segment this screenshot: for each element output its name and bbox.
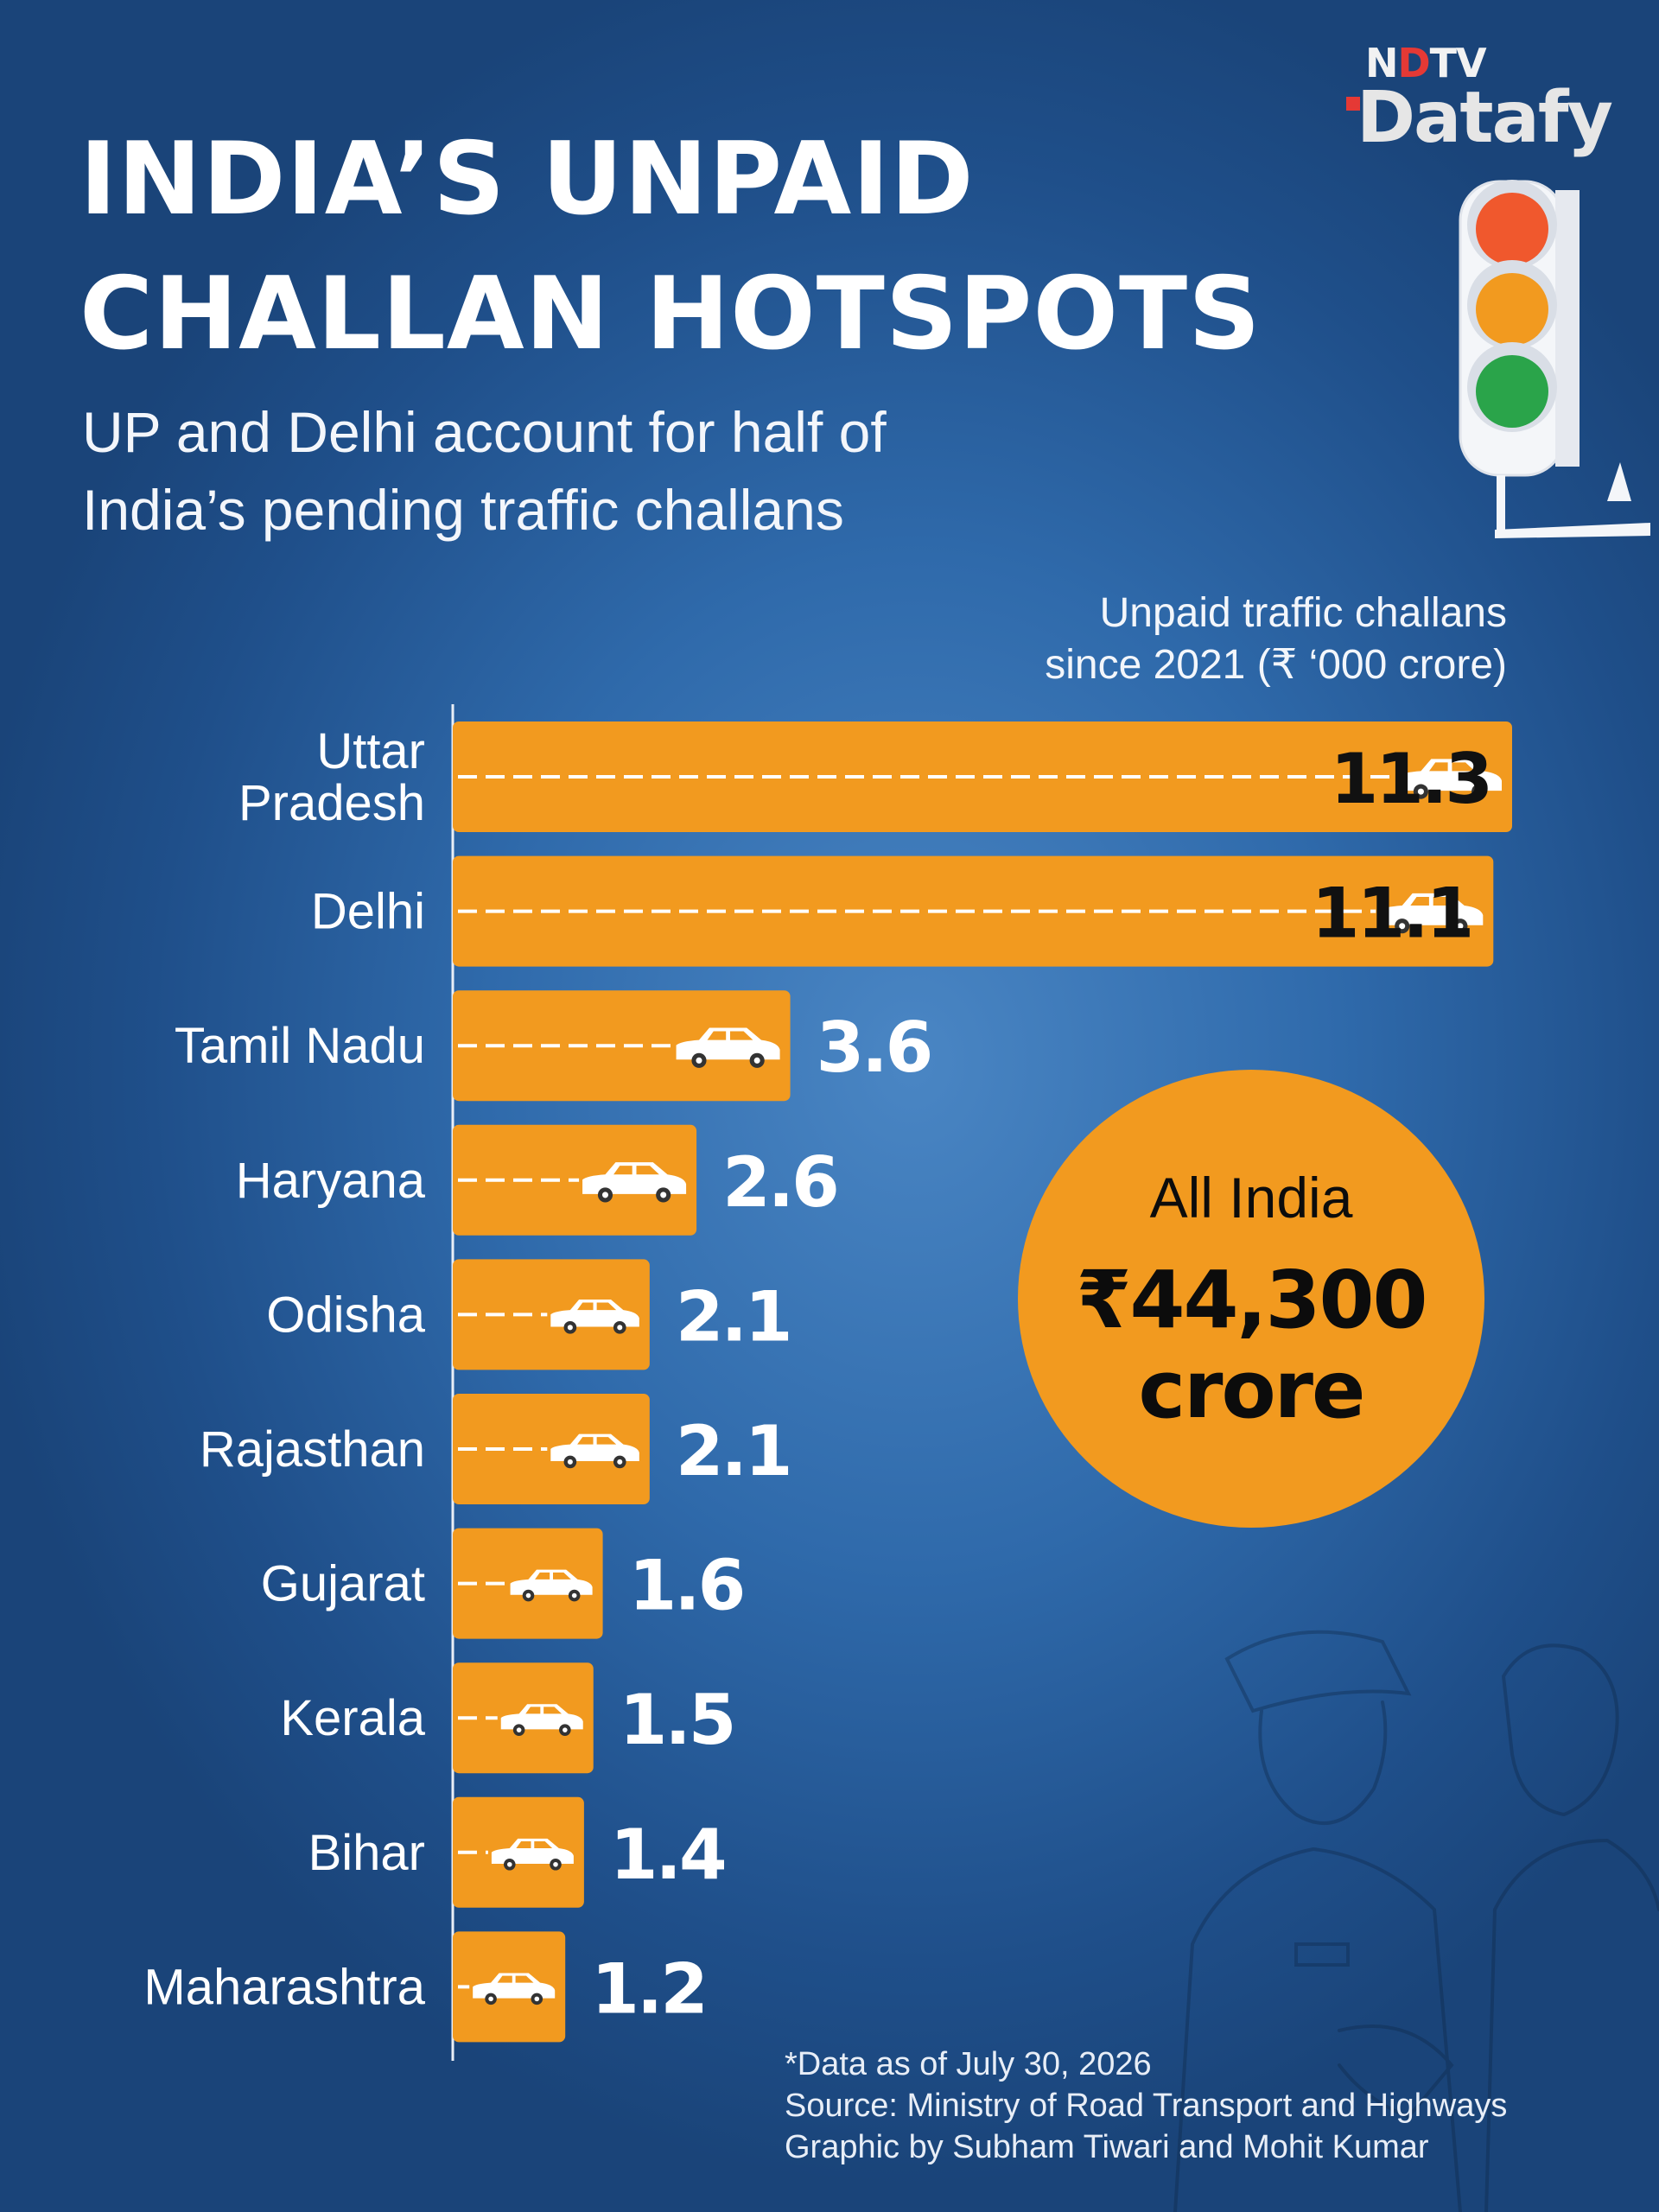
- category-label: Kerala: [280, 1690, 425, 1746]
- page-title: INDIA’S UNPAID CHALLAN HOTSPOTS: [79, 121, 1262, 372]
- source-note: Source: Ministry of Road Transport and H…: [785, 2088, 1508, 2124]
- category-label: Maharashtra: [143, 1959, 425, 2015]
- car-icon: [550, 1300, 639, 1334]
- bar: [453, 990, 791, 1102]
- car-icon: [676, 1027, 780, 1068]
- police-officer-illustration: [1173, 1630, 1659, 2212]
- car-icon: [473, 1973, 556, 2005]
- car-icon: [1398, 759, 1502, 799]
- all-india-label: All India: [1149, 1166, 1353, 1230]
- data-date-note: *Data as of July 30, 2026: [785, 2046, 1152, 2082]
- credit-note: Graphic by Subham Tiwari and Mohit Kumar: [785, 2129, 1429, 2165]
- footnotes: *Data as of July 30, 2026 Source: Minist…: [785, 2044, 1507, 2168]
- car-icon: [1379, 893, 1484, 934]
- all-india-value: ₹44,300 crore: [1076, 1254, 1427, 1436]
- value-label: 2.6: [722, 1142, 837, 1223]
- value-label: 2.1: [676, 1411, 791, 1491]
- all-india-total-badge: All India ₹44,300 crore: [1018, 1070, 1484, 1528]
- category-label: Haryana: [236, 1153, 426, 1209]
- value-label: 3.6: [817, 1007, 931, 1088]
- category-label: Tamil Nadu: [175, 1018, 425, 1074]
- value-label: 1.5: [620, 1680, 734, 1760]
- value-label: 1.2: [591, 1948, 706, 2029]
- car-icon: [500, 1704, 583, 1736]
- axis-unit-label: Unpaid traffic challans since 2021 (₹ ‘0…: [1045, 590, 1507, 688]
- value-label: 2.1: [676, 1276, 791, 1357]
- value-label: 11.3: [1331, 739, 1491, 819]
- category-label: Uttar Pradesh: [238, 723, 425, 831]
- category-label: Odisha: [266, 1287, 426, 1343]
- datafy-wordmark: Datafy: [1345, 83, 1613, 154]
- bar: [453, 721, 1512, 832]
- car-icon: [582, 1162, 687, 1203]
- value-label: 1.4: [610, 1815, 725, 1895]
- value-label: 1.6: [629, 1546, 744, 1626]
- category-label: Bihar: [308, 1825, 425, 1881]
- value-label: 11.1: [1312, 874, 1471, 954]
- ndtv-wordmark: NDTV: [1364, 40, 1487, 86]
- car-icon: [550, 1433, 639, 1469]
- category-label: Gujarat: [261, 1556, 425, 1612]
- car-icon: [491, 1838, 574, 1871]
- page-subtitle: UP and Delhi account for half of India’s…: [82, 400, 887, 542]
- category-label: Rajasthan: [200, 1421, 425, 1478]
- car-icon: [510, 1569, 593, 1602]
- category-label: Delhi: [311, 884, 425, 940]
- traffic-light-icon: [1459, 180, 1650, 538]
- ndtv-datafy-logo: NDTV Datafy: [1345, 40, 1613, 154]
